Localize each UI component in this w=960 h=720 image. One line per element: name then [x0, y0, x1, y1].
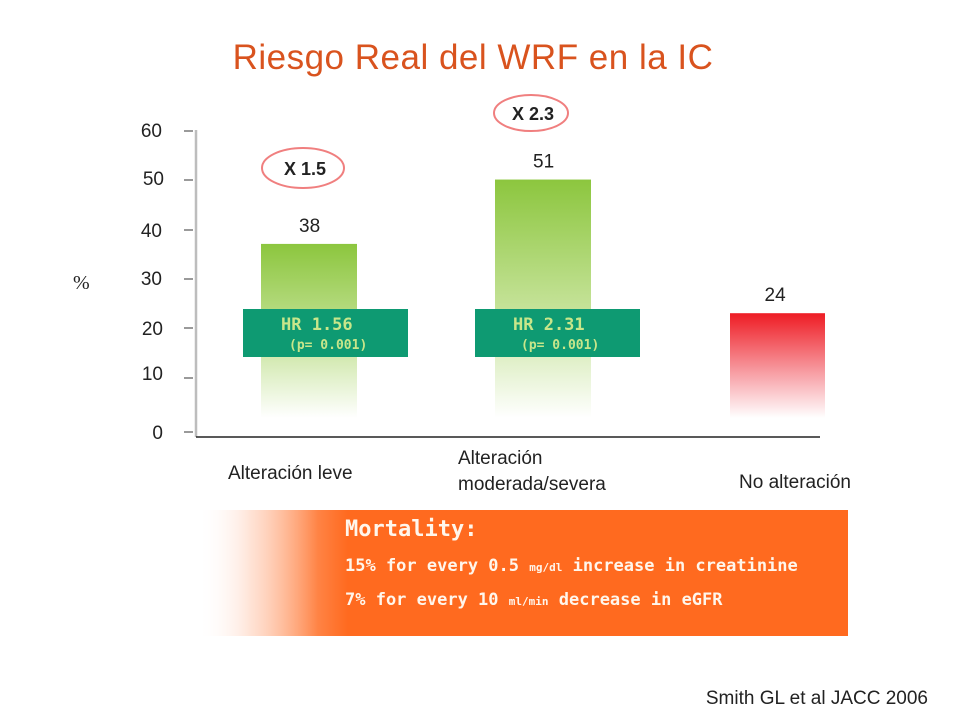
mortality-line1-post: increase in creatinine: [562, 556, 798, 576]
category-label-moderada: Alteración moderada/severa: [458, 448, 606, 495]
mortality-line2-post: decrease in eGFR: [548, 590, 723, 610]
category-label-no-alteracion: No alteración: [739, 472, 851, 493]
multiplier-label-leve: X 1.5: [284, 159, 326, 179]
mortality-line-creatinine: 15% for every 0.5 mg/dl increase in crea…: [345, 556, 798, 576]
category-label-leve: Alteración leve: [228, 463, 353, 484]
bar-moderada: [495, 179, 591, 418]
tick-label-10: 10: [142, 364, 163, 385]
bar-no-alteracion: [730, 313, 825, 418]
tick-label-30: 30: [141, 269, 162, 290]
mortality-line2-unit: ml/min: [508, 595, 549, 608]
value-label-leve: 38: [299, 216, 320, 237]
page-title: Riesgo Real del WRF en la IC: [232, 38, 714, 77]
hr-box-leve: [243, 309, 408, 357]
mortality-box-fade: [198, 510, 348, 636]
hr-box-moderada: [475, 309, 640, 357]
hr-value-moderada: HR 2.31: [513, 315, 585, 335]
mortality-title: Mortality:: [345, 517, 478, 542]
hr-pvalue-leve: (p= 0.001): [289, 338, 367, 353]
mortality-line1-pre: 15% for every 0.5: [345, 556, 530, 576]
y-axis-label: %: [73, 272, 90, 294]
multiplier-label-moderada: X 2.3: [512, 104, 554, 124]
tick-label-0: 0: [152, 423, 163, 444]
mortality-line1-unit: mg/dl: [529, 561, 563, 574]
hr-pvalue-moderada: (p= 0.001): [521, 338, 599, 353]
tick-label-50: 50: [143, 169, 164, 190]
tick-label-20: 20: [142, 319, 163, 340]
tick-label-60: 60: [141, 121, 162, 142]
multiplier-ellipse-moderada: [493, 94, 569, 132]
citation: Smith GL et al JACC 2006: [705, 688, 928, 709]
multiplier-ellipse-leve: [261, 147, 345, 189]
value-label-moderada: 51: [533, 152, 554, 173]
tick-label-40: 40: [141, 221, 162, 242]
mortality-line2-pre: 7% for every 10: [345, 590, 509, 610]
mortality-line-egfr: 7% for every 10 ml/min decrease in eGFR: [345, 590, 723, 610]
hr-value-leve: HR 1.56: [281, 315, 353, 335]
value-label-no-alteracion: 24: [765, 285, 787, 306]
